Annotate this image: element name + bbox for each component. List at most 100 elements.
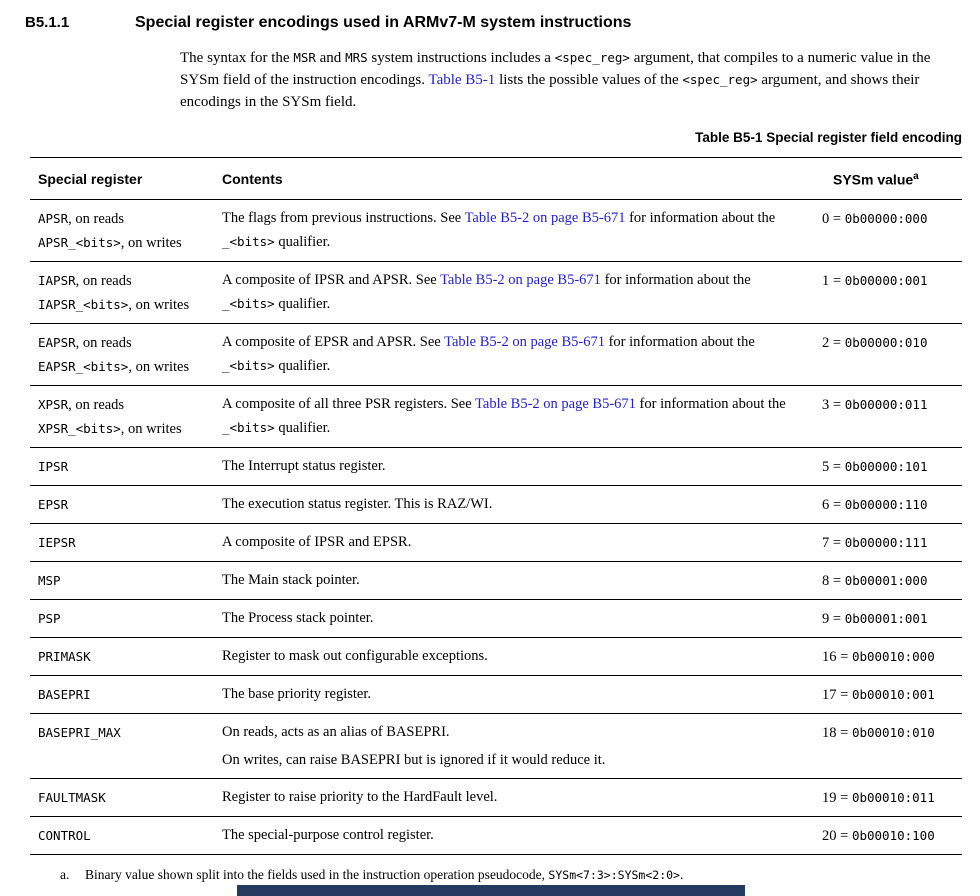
sysm-decimal-value: 8 = (822, 572, 845, 589)
table-header-row: Special register Contents SYSm valuea (30, 158, 962, 199)
inline-text: for information about the (604, 333, 755, 350)
intro-paragraph: The syntax for the MSR and MRS system in… (180, 47, 958, 113)
cell-special-register: IAPSR, on reads IAPSR_<bits>, on writes (30, 262, 222, 323)
sysm-binary-value: 0b00000:011 (844, 396, 928, 412)
inline-text: for information about the (600, 271, 751, 288)
contents-paragraph: The base priority register. (222, 683, 807, 706)
table-row: BASEPRI The base priority register. 17 = 0… (30, 674, 962, 713)
footnote-ref-a: a (913, 171, 919, 182)
inline-code: _<bits> (222, 357, 275, 373)
inline-text: A composite of IPSR and APSR. See (222, 271, 441, 288)
cross-reference-link[interactable]: Table B5-2 on page B5-671 (475, 395, 636, 412)
cross-reference-link[interactable]: Table B5-1 (428, 72, 496, 88)
cell-contents: The Interrupt status register. (222, 448, 822, 485)
sysm-binary-value: 0b00001:000 (844, 572, 928, 588)
cell-special-register: EPSR (30, 486, 222, 523)
inline-text: qualifier. (274, 357, 331, 374)
inline-text: Register to raise priority to the HardFa… (222, 788, 498, 805)
inline-text: The syntax for the (180, 50, 294, 66)
inline-text: , on reads (75, 272, 132, 289)
cell-sysm-value: 17 = 0b00010:001 (822, 676, 962, 713)
inline-code: BASEPRI_MAX (38, 724, 121, 740)
inline-text: , on writes (128, 358, 190, 375)
register-name-line: BASEPRI_MAX (38, 721, 222, 745)
cell-sysm-value: 9 = 0b00001:001 (822, 600, 962, 637)
inline-text: A composite of all three PSR registers. … (222, 395, 476, 412)
table-row: APSR, on reads APSR_<bits>, on writes The … (30, 198, 962, 261)
contents-paragraph: The special-purpose control register. (222, 824, 807, 847)
inline-text: The base priority register. (222, 685, 371, 702)
inline-text: A composite of IPSR and EPSR. (222, 533, 412, 550)
cell-special-register: EAPSR, on reads EAPSR_<bits>, on writes (30, 324, 222, 385)
register-name-line: CONTROL (38, 824, 222, 848)
table-row: IEPSR A composite of IPSR and EPSR. 7 = 0b… (30, 522, 962, 561)
cell-special-register: PRIMASK (30, 638, 222, 675)
cell-special-register: IEPSR (30, 524, 222, 561)
inline-text: , on writes (128, 296, 190, 313)
column-header-special-register: Special register (38, 171, 143, 187)
cross-reference-link[interactable]: Table B5-2 on page B5-671 (440, 271, 601, 288)
inline-code: XPSR (38, 396, 69, 412)
cell-special-register: XPSR, on reads XPSR_<bits>, on writes (30, 386, 222, 447)
inline-code: EAPSR (38, 334, 76, 350)
cell-sysm-value: 16 = 0b00010:000 (822, 638, 962, 675)
cross-reference-link[interactable]: Table B5-2 on page B5-671 (464, 209, 626, 226)
sysm-binary-value: 0b00000:111 (844, 534, 928, 550)
sysm-decimal-value: 7 = (822, 534, 845, 551)
register-name-line: BASEPRI (38, 683, 222, 707)
register-name-line: IEPSR (38, 531, 222, 555)
special-register-table: Special register Contents SYSm valuea AP… (30, 157, 962, 855)
sysm-binary-value: 0b00000:110 (844, 496, 928, 512)
next-page-header-bar (237, 885, 745, 896)
inline-text: The Main stack pointer. (222, 571, 360, 588)
cell-special-register: BASEPRI (30, 676, 222, 713)
table-row: PRIMASK Register to mask out configurable… (30, 636, 962, 675)
inline-code: APSR_<bits> (38, 234, 121, 250)
inline-text: for information about the (625, 209, 776, 226)
cell-contents: A composite of all three PSR registers. … (222, 386, 822, 447)
inline-text: and (315, 50, 346, 66)
inline-text: A composite of EPSR and APSR. See (222, 333, 445, 350)
inline-code: PSP (38, 610, 61, 626)
inline-text: for information about the (635, 395, 786, 412)
inline-text: qualifier. (274, 295, 331, 312)
contents-paragraph: A composite of IPSR and EPSR. (222, 531, 807, 554)
inline-code: _<bits> (222, 233, 275, 249)
contents-paragraph: The execution status register. This is R… (222, 493, 807, 516)
cell-special-register: IPSR (30, 448, 222, 485)
inline-text: , on writes (120, 234, 182, 251)
cell-special-register: APSR, on reads APSR_<bits>, on writes (30, 200, 222, 261)
contents-paragraph: On reads, acts as an alias of BASEPRI. (222, 721, 807, 744)
inline-code: PRIMASK (38, 648, 91, 664)
sysm-decimal-value: 19 = (822, 789, 852, 806)
inline-text: argument, and shows their encodings in t… (180, 72, 920, 110)
footnote-text: Binary value shown split into the fields… (85, 867, 683, 882)
cell-sysm-value: 6 = 0b00000:110 (822, 486, 962, 523)
sysm-binary-value: 0b00010:011 (851, 789, 935, 805)
section-heading: B5.1.1 Special register encodings used i… (25, 14, 960, 32)
contents-paragraph: Register to raise priority to the HardFa… (222, 786, 807, 809)
sysm-decimal-value: 16 = (822, 648, 852, 665)
table-row: MSP The Main stack pointer. 8 = 0b00001:00… (30, 560, 962, 599)
contents-paragraph: A composite of EPSR and APSR. See Table … (222, 331, 807, 378)
cell-contents: On reads, acts as an alias of BASEPRI. On… (222, 714, 822, 778)
inline-text: On writes, can raise BASEPRI but is igno… (222, 751, 606, 768)
sysm-decimal-value: 0 = (822, 210, 845, 227)
cross-reference-link[interactable]: Table B5-2 on page B5-671 (444, 333, 605, 350)
sysm-binary-value: 0b00000:010 (844, 334, 928, 350)
cell-contents: The Process stack pointer. (222, 600, 822, 637)
cell-contents: The flags from previous instructions. Se… (222, 200, 822, 261)
inline-text: The Interrupt status register. (222, 457, 386, 474)
inline-text: Register to mask out configurable except… (222, 647, 488, 664)
inline-code: MRS (345, 50, 368, 65)
cell-contents: The base priority register. (222, 676, 822, 713)
cell-contents: The special-purpose control register. (222, 817, 822, 854)
register-name-line: APSR, on reads (38, 207, 222, 231)
register-name-line: MSP (38, 569, 222, 593)
table-caption: Table B5-1 Special register field encodi… (695, 130, 962, 145)
inline-code: IPSR (38, 458, 69, 474)
inline-code: _<bits> (222, 295, 275, 311)
cell-contents: A composite of EPSR and APSR. See Table … (222, 324, 822, 385)
table-row: BASEPRI_MAX On reads, acts as an alias of… (30, 712, 962, 778)
inline-code: <spec_reg> (554, 50, 630, 65)
